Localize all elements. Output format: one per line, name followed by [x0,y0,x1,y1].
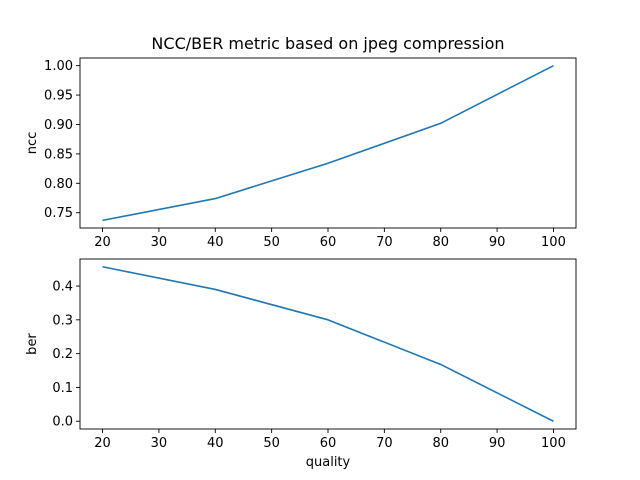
y-tick-label: 0.75 [44,206,73,221]
y-tick-label: 0.85 [44,147,73,162]
y-tick-label: 0.0 [52,415,73,430]
x-tick-label: 20 [94,436,111,451]
x-tick-label: 50 [263,436,280,451]
x-tick-label: 70 [376,235,393,250]
y-axis-label: ncc [25,132,40,155]
y-tick-label: 0.80 [44,177,73,192]
x-tick-label: 90 [489,436,506,451]
x-tick-label: 80 [432,436,449,451]
x-tick-label: 50 [263,235,280,250]
y-tick-label: 0.90 [44,118,73,133]
y-axis-label: ber [25,333,40,355]
x-tick-label: 60 [320,436,337,451]
x-tick-label: 40 [207,436,224,451]
y-tick-label: 0.1 [52,381,73,396]
y-tick-label: 0.3 [52,313,73,328]
ncc-subplot: 20 30 40 50 60 70 80 90 100 0.75 0.80 0.85 0.90 0.95 1… [25,57,577,250]
x-tick-label: 100 [541,235,566,250]
x-tick-label: 70 [376,436,393,451]
x-tick-label: 80 [432,235,449,250]
x-tick-label: 60 [320,235,337,250]
x-tick-label: 40 [207,235,224,250]
x-tick-label: 30 [151,436,168,451]
y-tick-label: 1.00 [44,59,73,74]
y-tick-label: 0.2 [52,347,73,362]
x-tick-label: 90 [489,235,506,250]
ber-subplot: 20 30 40 50 60 70 80 90 100 0.0 0.1 0.2 0.3 0.4 ber qua… [25,258,577,470]
x-axis-label: quality [306,455,351,470]
x-tick-label: 100 [541,436,566,451]
y-tick-label: 0.4 [52,280,73,295]
y-tick-label: 0.95 [44,89,73,104]
chart-title: NCC/BER metric based on jpeg compression [151,34,504,53]
x-tick-label: 20 [94,235,111,250]
x-tick-label: 30 [151,235,168,250]
